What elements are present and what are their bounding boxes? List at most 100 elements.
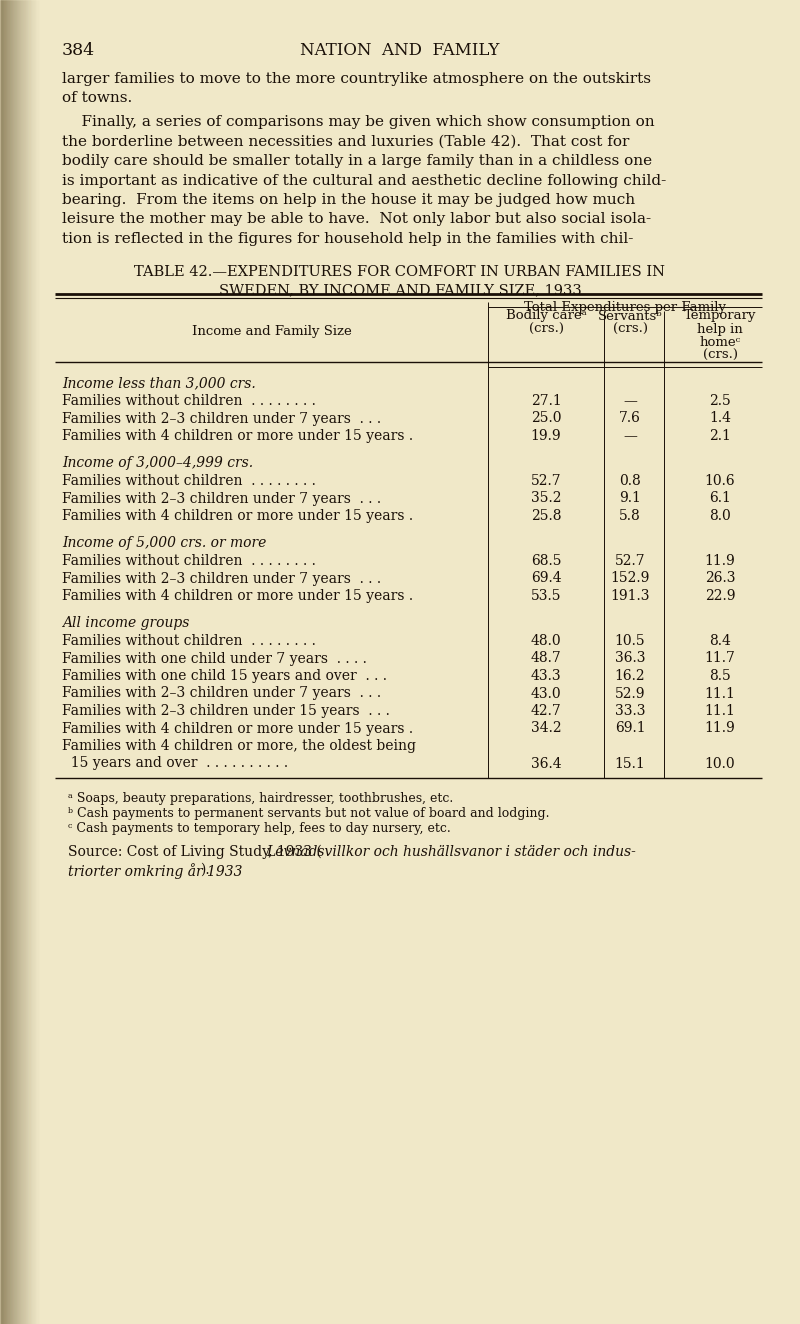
Text: 48.0: 48.0 <box>530 634 562 647</box>
Text: 27.1: 27.1 <box>530 395 562 408</box>
Bar <box>16 0 17 1324</box>
Text: 8.0: 8.0 <box>709 508 731 523</box>
Text: of towns.: of towns. <box>62 91 132 106</box>
Text: 15.1: 15.1 <box>614 756 646 771</box>
Text: 11.9: 11.9 <box>705 722 735 736</box>
Bar <box>0 0 1 1324</box>
Text: Bodily careᵃ: Bodily careᵃ <box>506 310 586 323</box>
Text: 36.3: 36.3 <box>614 651 646 666</box>
Text: 52.9: 52.9 <box>614 687 646 700</box>
Bar <box>15 0 16 1324</box>
Text: 42.7: 42.7 <box>530 704 562 718</box>
Text: 6.1: 6.1 <box>709 491 731 506</box>
Bar <box>2 0 3 1324</box>
Bar <box>29 0 30 1324</box>
Text: Families with 2–3 children under 7 years  . . .: Families with 2–3 children under 7 years… <box>62 491 381 506</box>
Text: (crs.): (crs.) <box>613 323 647 335</box>
Bar <box>12 0 13 1324</box>
Text: 152.9: 152.9 <box>610 572 650 585</box>
Text: 384: 384 <box>62 42 95 60</box>
Text: 16.2: 16.2 <box>614 669 646 683</box>
Text: Income less than 3,000 crs.: Income less than 3,000 crs. <box>62 376 256 391</box>
Text: 52.7: 52.7 <box>614 553 646 568</box>
Text: 11.9: 11.9 <box>705 553 735 568</box>
Text: —: — <box>623 429 637 444</box>
Text: Total Expenditures per Family: Total Expenditures per Family <box>524 302 726 315</box>
Text: 25.8: 25.8 <box>530 508 562 523</box>
Bar <box>32 0 33 1324</box>
Text: 19.9: 19.9 <box>530 429 562 444</box>
Text: Families with 4 children or more under 15 years .: Families with 4 children or more under 1… <box>62 429 413 444</box>
Text: ).: ). <box>200 863 210 876</box>
Text: 36.4: 36.4 <box>530 756 562 771</box>
Text: 35.2: 35.2 <box>530 491 562 506</box>
Bar <box>35 0 36 1324</box>
Text: 10.6: 10.6 <box>705 474 735 489</box>
Bar <box>18 0 19 1324</box>
Bar <box>6 0 7 1324</box>
Text: 34.2: 34.2 <box>530 722 562 736</box>
Text: 11.7: 11.7 <box>705 651 735 666</box>
Text: 33.3: 33.3 <box>614 704 646 718</box>
Bar <box>30 0 31 1324</box>
Text: All income groups: All income groups <box>62 617 190 630</box>
Text: triorter omkring år 1933: triorter omkring år 1933 <box>68 863 242 879</box>
Text: help in: help in <box>697 323 743 335</box>
Text: Families without children  . . . . . . . .: Families without children . . . . . . . … <box>62 634 316 647</box>
Text: NATION  AND  FAMILY: NATION AND FAMILY <box>300 42 500 60</box>
Text: 48.7: 48.7 <box>530 651 562 666</box>
Text: Families with 2–3 children under 7 years  . . .: Families with 2–3 children under 7 years… <box>62 687 381 700</box>
Text: ᶜ Cash payments to temporary help, fees to day nursery, etc.: ᶜ Cash payments to temporary help, fees … <box>68 822 450 835</box>
Bar <box>31 0 32 1324</box>
Text: Source: Cost of Living Study, 1933 (: Source: Cost of Living Study, 1933 ( <box>68 845 322 859</box>
Text: —: — <box>623 395 637 408</box>
Text: bearing.  From the items on help in the house it may be judged how much: bearing. From the items on help in the h… <box>62 193 635 207</box>
Text: 1.4: 1.4 <box>709 412 731 425</box>
Text: 53.5: 53.5 <box>530 589 562 602</box>
Text: Families with 2–3 children under 15 years  . . .: Families with 2–3 children under 15 year… <box>62 704 390 718</box>
Text: Temporary: Temporary <box>684 310 756 323</box>
Text: 7.6: 7.6 <box>619 412 641 425</box>
Text: leisure the mother may be able to have.  Not only labor but also social isola-: leisure the mother may be able to have. … <box>62 212 651 226</box>
Text: 2.1: 2.1 <box>709 429 731 444</box>
Text: the borderline between necessities and luxuries (Table 42).  That cost for: the borderline between necessities and l… <box>62 135 630 148</box>
Bar <box>37 0 38 1324</box>
Text: 22.9: 22.9 <box>705 589 735 602</box>
Bar <box>28 0 29 1324</box>
Text: 11.1: 11.1 <box>705 704 735 718</box>
Text: Income of 3,000–4,999 crs.: Income of 3,000–4,999 crs. <box>62 457 253 470</box>
Bar <box>19 0 20 1324</box>
Bar <box>25 0 26 1324</box>
Bar <box>36 0 37 1324</box>
Text: tion is reflected in the figures for household help in the families with chil-: tion is reflected in the figures for hou… <box>62 232 634 246</box>
Bar <box>20 0 21 1324</box>
Bar <box>22 0 23 1324</box>
Text: SWEDEN, BY INCOME AND FAMILY SIZE, 1933: SWEDEN, BY INCOME AND FAMILY SIZE, 1933 <box>218 283 582 298</box>
Text: Families with 2–3 children under 7 years  . . .: Families with 2–3 children under 7 years… <box>62 572 381 585</box>
Text: 15 years and over  . . . . . . . . . .: 15 years and over . . . . . . . . . . <box>62 756 288 771</box>
Text: 10.0: 10.0 <box>705 756 735 771</box>
Text: Families with 2–3 children under 7 years  . . .: Families with 2–3 children under 7 years… <box>62 412 381 425</box>
Text: 2.5: 2.5 <box>709 395 731 408</box>
Text: is important as indicative of the cultural and aesthetic decline following child: is important as indicative of the cultur… <box>62 173 666 188</box>
Bar <box>17 0 18 1324</box>
Bar <box>5 0 6 1324</box>
Bar <box>26 0 27 1324</box>
Text: Families with one child under 7 years  . . . .: Families with one child under 7 years . … <box>62 651 367 666</box>
Bar <box>38 0 39 1324</box>
Text: Families with one child 15 years and over  . . .: Families with one child 15 years and ove… <box>62 669 387 683</box>
Bar <box>21 0 22 1324</box>
Text: ᵇ Cash payments to permanent servants but not value of board and lodging.: ᵇ Cash payments to permanent servants bu… <box>68 808 550 820</box>
Text: Families without children  . . . . . . . .: Families without children . . . . . . . … <box>62 553 316 568</box>
Text: ᵃ Soaps, beauty preparations, hairdresser, toothbrushes, etc.: ᵃ Soaps, beauty preparations, hairdresse… <box>68 792 454 805</box>
Text: Families without children  . . . . . . . .: Families without children . . . . . . . … <box>62 395 316 408</box>
Text: 11.1: 11.1 <box>705 687 735 700</box>
Text: Finally, a series of comparisons may be given which show consumption on: Finally, a series of comparisons may be … <box>62 115 654 128</box>
Bar <box>34 0 35 1324</box>
Text: 43.3: 43.3 <box>530 669 562 683</box>
Bar <box>8 0 9 1324</box>
Text: 69.4: 69.4 <box>530 572 562 585</box>
Bar <box>11 0 12 1324</box>
Text: Families with 4 children or more under 15 years .: Families with 4 children or more under 1… <box>62 722 413 736</box>
Bar <box>24 0 25 1324</box>
